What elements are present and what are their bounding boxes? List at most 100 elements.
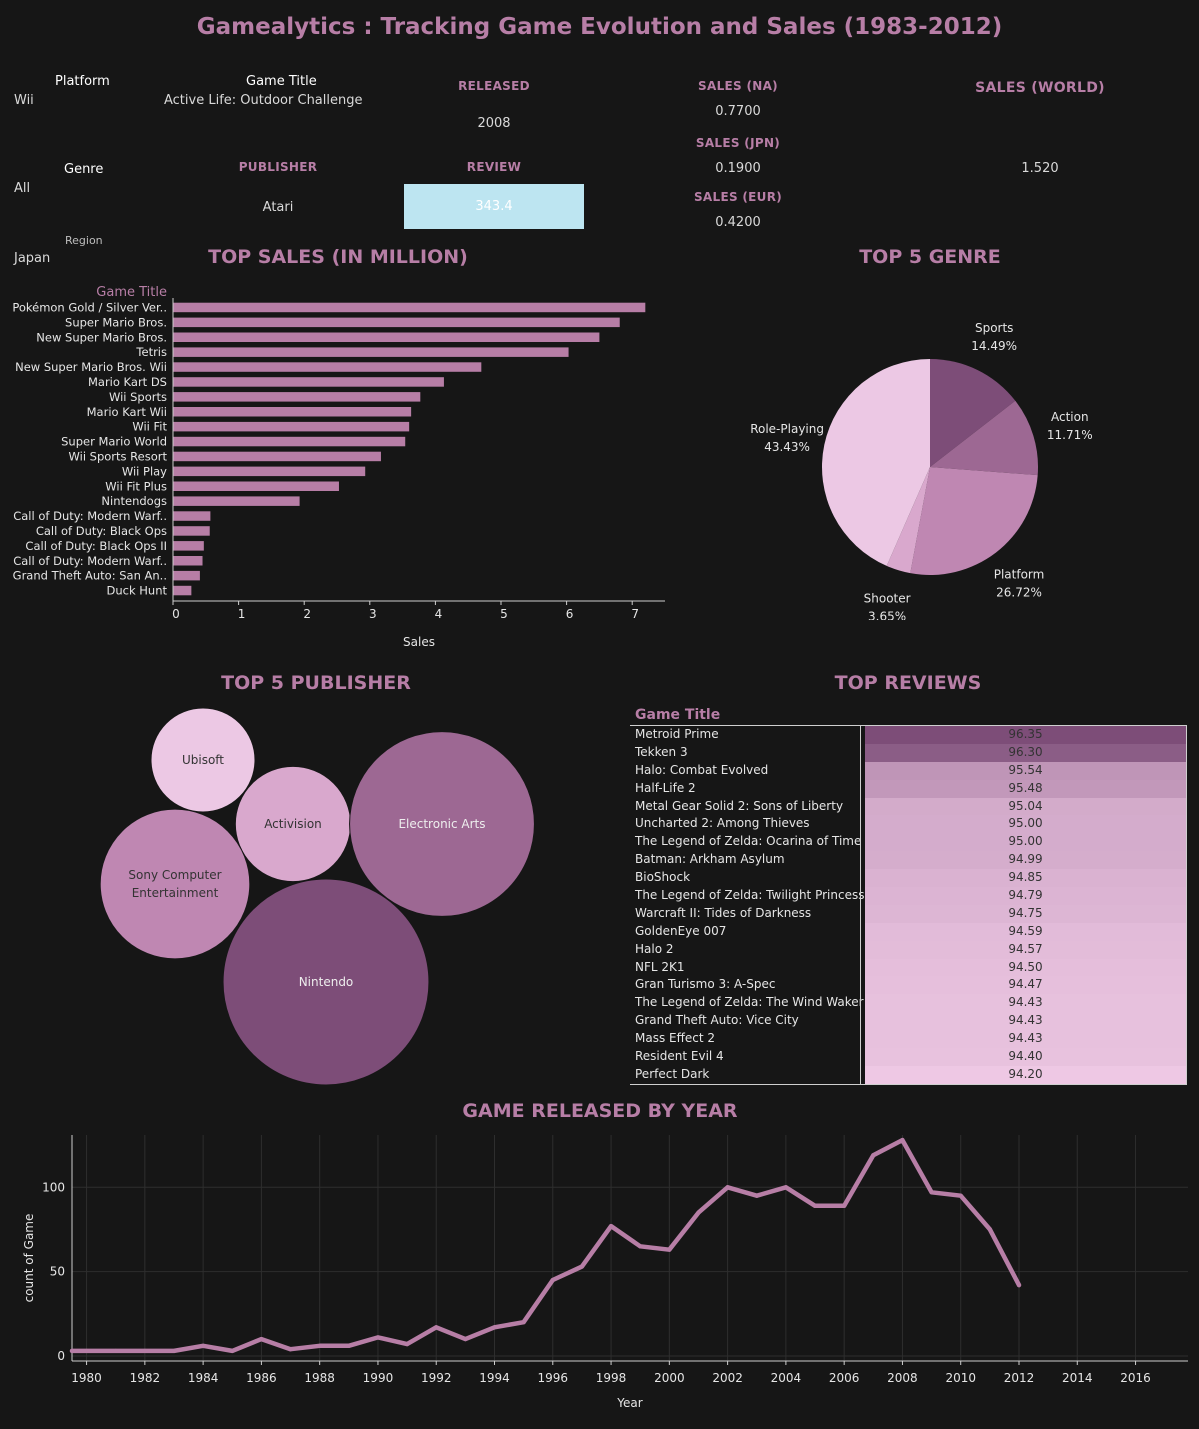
- review-row[interactable]: Perfect Dark 94.20: [630, 1066, 1186, 1084]
- games-by-year-point[interactable]: [638, 1244, 642, 1248]
- review-row[interactable]: GoldenEye 007 94.59: [630, 923, 1186, 941]
- sales-bar[interactable]: [173, 482, 339, 492]
- sales-bar[interactable]: [173, 318, 620, 328]
- sales-bar[interactable]: [173, 407, 411, 417]
- sales-bar[interactable]: [173, 362, 481, 372]
- games-by-year-point[interactable]: [813, 1204, 817, 1208]
- review-row[interactable]: Resident Evil 4 94.40: [630, 1048, 1186, 1066]
- review-row[interactable]: Grand Theft Auto: Vice City 94.43: [630, 1012, 1186, 1030]
- bar-x-tick-label: 0: [172, 607, 180, 621]
- games-by-year-point[interactable]: [85, 1349, 89, 1353]
- genre-pie-slice[interactable]: [910, 467, 1037, 575]
- games-by-year-point[interactable]: [114, 1349, 118, 1353]
- sales-bar[interactable]: [173, 496, 300, 506]
- games-by-year-point[interactable]: [289, 1347, 293, 1351]
- games-by-year-point[interactable]: [959, 1194, 963, 1198]
- sales-bar[interactable]: [173, 347, 569, 357]
- games-by-year-point[interactable]: [930, 1190, 934, 1194]
- games-by-year-point[interactable]: [70, 1349, 74, 1353]
- review-row[interactable]: Metal Gear Solid 2: Sons of Liberty 95.04: [630, 798, 1186, 816]
- review-row[interactable]: BioShock 94.85: [630, 869, 1186, 887]
- line-x-axis-title: Year: [616, 1396, 642, 1410]
- games-by-year-point[interactable]: [871, 1153, 875, 1157]
- sales-bar[interactable]: [173, 556, 203, 566]
- sales-bar[interactable]: [173, 586, 191, 596]
- region-filter-value[interactable]: Japan: [14, 251, 50, 266]
- line-x-tick-label: 2004: [771, 1371, 802, 1385]
- games-by-year-point[interactable]: [900, 1138, 904, 1142]
- sales-bar[interactable]: [173, 422, 409, 432]
- line-x-tick-label: 1984: [188, 1371, 219, 1385]
- games-by-year-point[interactable]: [609, 1224, 613, 1228]
- genre-filter-value[interactable]: All: [14, 181, 30, 196]
- games-by-year-point[interactable]: [755, 1194, 759, 1198]
- review-row[interactable]: Warcraft II: Tides of Darkness 94.75: [630, 905, 1186, 923]
- game-title-filter-value[interactable]: Active Life: Outdoor Challenge: [164, 93, 363, 108]
- games-by-year-point[interactable]: [201, 1344, 205, 1348]
- sales-bar[interactable]: [173, 571, 200, 581]
- review-row[interactable]: Batman: Arkham Asylum 94.99: [630, 851, 1186, 869]
- top-sales-title: TOP SALES (IN MILLION): [168, 246, 508, 268]
- games-by-year-point[interactable]: [347, 1344, 351, 1348]
- sales-bar[interactable]: [173, 541, 204, 551]
- games-by-year-point[interactable]: [580, 1265, 584, 1269]
- review-score: 94.79: [865, 887, 1186, 905]
- review-score: 94.85: [865, 869, 1186, 887]
- games-by-year-point[interactable]: [784, 1185, 788, 1189]
- reviews-table-body: Metroid Prime 96.35 Tekken 3 96.30 Halo: Com…: [630, 726, 1187, 1085]
- sales-bar[interactable]: [173, 511, 210, 521]
- games-by-year-point[interactable]: [230, 1349, 234, 1353]
- sales-bar[interactable]: [173, 392, 420, 402]
- sales-bar[interactable]: [173, 303, 645, 313]
- review-row[interactable]: The Legend of Zelda: Ocarina of Time 95.0…: [630, 833, 1186, 851]
- bar-category-header: Game Title: [96, 285, 167, 300]
- review-row[interactable]: Halo 2 94.57: [630, 941, 1186, 959]
- games-by-year-point[interactable]: [259, 1337, 263, 1341]
- games-by-year-point[interactable]: [551, 1278, 555, 1282]
- genre-slice-percent: 26.72%: [996, 586, 1042, 600]
- review-row[interactable]: Mass Effect 2 94.43: [630, 1030, 1186, 1048]
- review-score: 94.75: [865, 905, 1186, 923]
- games-by-year-point[interactable]: [463, 1337, 467, 1341]
- genre-slice-label: Platform: [994, 568, 1045, 582]
- review-row[interactable]: The Legend of Zelda: Twilight Princess 94…: [630, 887, 1186, 905]
- games-by-year-point[interactable]: [726, 1185, 730, 1189]
- games-by-year-series-line[interactable]: [72, 1140, 1019, 1351]
- games-by-year-point[interactable]: [405, 1342, 409, 1346]
- review-score: 94.99: [865, 851, 1186, 869]
- sales-bar[interactable]: [173, 452, 381, 462]
- games-by-year-point[interactable]: [493, 1325, 497, 1329]
- review-row[interactable]: Uncharted 2: Among Thieves 95.00: [630, 815, 1186, 833]
- sales-bar[interactable]: [173, 437, 405, 447]
- games-by-year-point[interactable]: [318, 1344, 322, 1348]
- review-row[interactable]: Half-Life 2 95.48: [630, 780, 1186, 798]
- games-by-year-point[interactable]: [172, 1349, 176, 1353]
- games-by-year-point[interactable]: [842, 1204, 846, 1208]
- sales-bar[interactable]: [173, 377, 444, 387]
- top-publisher-title: TOP 5 PUBLISHER: [166, 672, 466, 694]
- sales-bar[interactable]: [173, 526, 210, 536]
- games-by-year-point[interactable]: [434, 1325, 438, 1329]
- review-row[interactable]: Metroid Prime 96.35: [630, 726, 1186, 744]
- games-by-year-point[interactable]: [376, 1335, 380, 1339]
- platform-filter-value[interactable]: Wii: [14, 93, 34, 108]
- bar-category-label: Mario Kart Wii: [87, 405, 167, 419]
- publisher-bubble[interactable]: [100, 809, 250, 959]
- sales-bar[interactable]: [173, 467, 365, 477]
- review-row[interactable]: Gran Turismo 3: A-Spec 94.47: [630, 976, 1186, 994]
- games-by-year-point[interactable]: [143, 1349, 147, 1353]
- sales-bar[interactable]: [173, 333, 599, 343]
- games-by-year-point[interactable]: [522, 1320, 526, 1324]
- review-row[interactable]: Tekken 3 96.30: [630, 744, 1186, 762]
- review-game-title: Resident Evil 4: [630, 1048, 865, 1066]
- review-game-title: Grand Theft Auto: Vice City: [630, 1012, 865, 1030]
- games-by-year-point[interactable]: [988, 1227, 992, 1231]
- review-game-title: The Legend of Zelda: Twilight Princess: [630, 887, 865, 905]
- games-by-year-point[interactable]: [696, 1211, 700, 1215]
- review-row[interactable]: NFL 2K1 94.50: [630, 959, 1186, 977]
- review-row[interactable]: The Legend of Zelda: The Wind Waker 94.43: [630, 994, 1186, 1012]
- review-row[interactable]: Halo: Combat Evolved 95.54: [630, 762, 1186, 780]
- games-by-year-point[interactable]: [1017, 1283, 1021, 1287]
- games-by-year-point[interactable]: [667, 1248, 671, 1252]
